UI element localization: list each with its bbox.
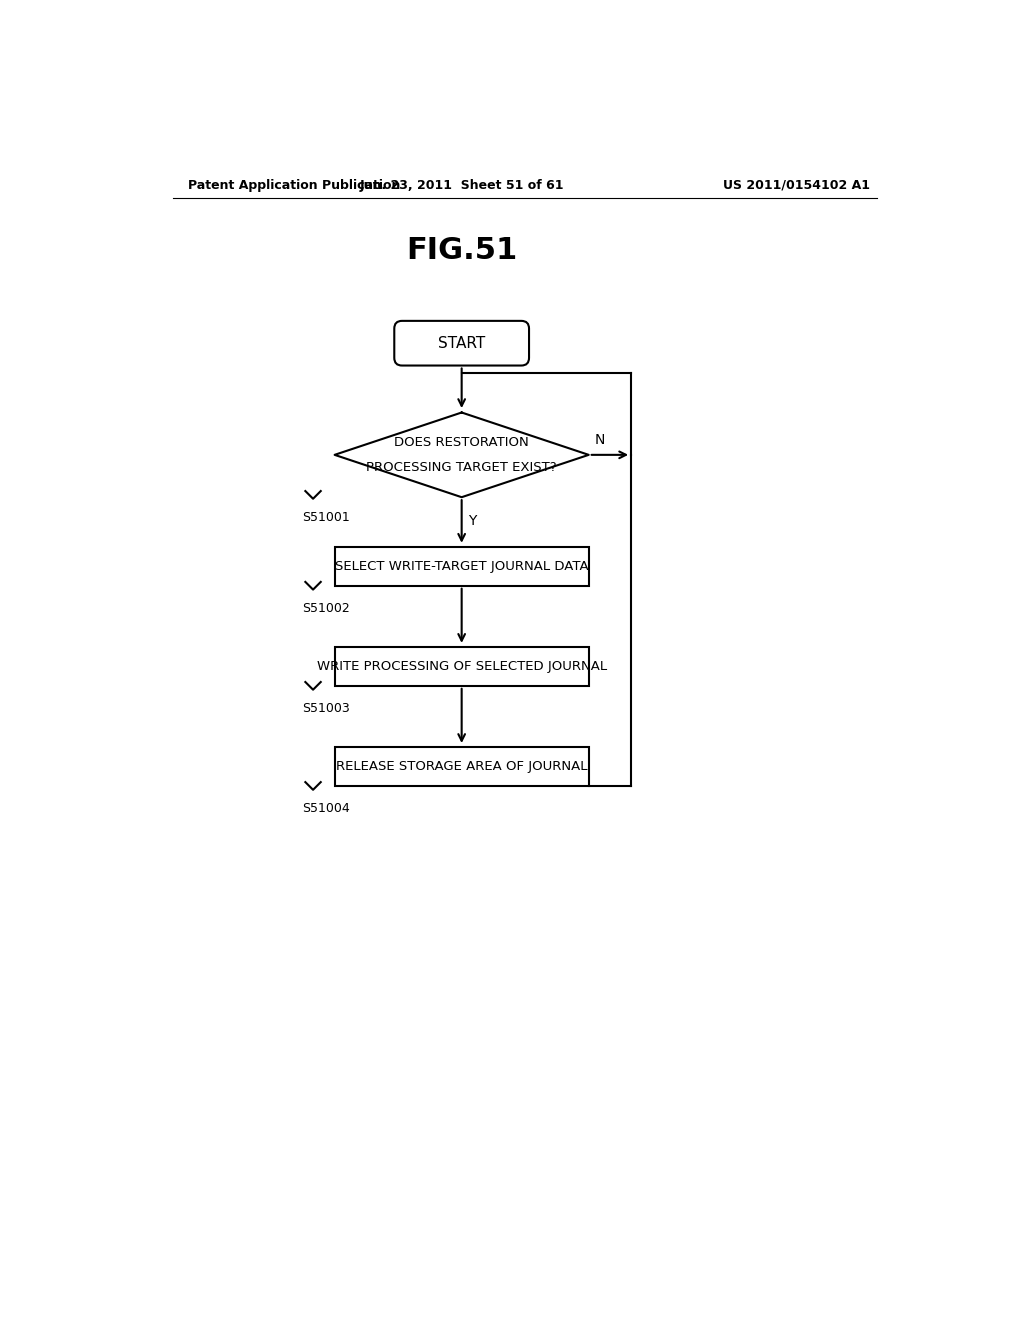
Text: FIG.51: FIG.51 xyxy=(407,236,517,265)
Text: S51003: S51003 xyxy=(302,702,350,715)
Text: RELEASE STORAGE AREA OF JOURNAL: RELEASE STORAGE AREA OF JOURNAL xyxy=(336,760,588,774)
Text: DOES RESTORATION: DOES RESTORATION xyxy=(394,436,529,449)
Text: Patent Application Publication: Patent Application Publication xyxy=(188,178,400,191)
Bar xyxy=(335,647,589,686)
Text: S51004: S51004 xyxy=(302,803,350,816)
Text: START: START xyxy=(438,335,485,351)
Text: S51001: S51001 xyxy=(302,511,350,524)
Text: PROCESSING TARGET EXIST?: PROCESSING TARGET EXIST? xyxy=(367,461,557,474)
Text: S51002: S51002 xyxy=(302,602,350,615)
Text: Y: Y xyxy=(468,515,476,528)
Bar xyxy=(335,747,589,785)
Text: Jun. 23, 2011  Sheet 51 of 61: Jun. 23, 2011 Sheet 51 of 61 xyxy=(359,178,564,191)
Text: US 2011/0154102 A1: US 2011/0154102 A1 xyxy=(723,178,869,191)
Text: N: N xyxy=(595,433,605,447)
FancyBboxPatch shape xyxy=(394,321,529,366)
Text: WRITE PROCESSING OF SELECTED JOURNAL: WRITE PROCESSING OF SELECTED JOURNAL xyxy=(316,660,607,673)
Text: SELECT WRITE-TARGET JOURNAL DATA: SELECT WRITE-TARGET JOURNAL DATA xyxy=(335,560,589,573)
Bar xyxy=(335,548,589,586)
